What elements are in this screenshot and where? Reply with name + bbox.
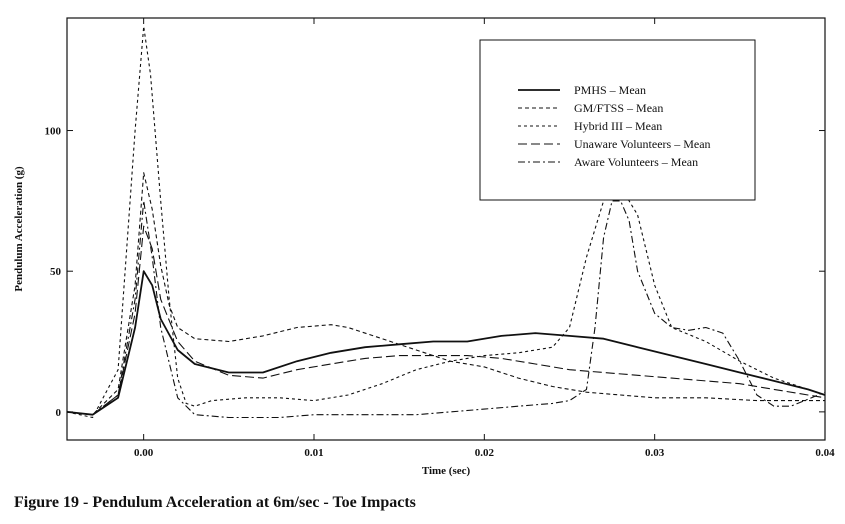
- legend-box: [479, 39, 756, 201]
- series-line-3: [66, 25, 826, 419]
- y-tick-label: 0: [56, 407, 62, 419]
- legend-label-5: Aware Volunteers – Mean: [574, 155, 698, 169]
- line-chart: 0.00 0.01 0.02 0.03 0.04 0 50 100 Time (sec) Pe…: [13, 17, 835, 477]
- legend-label-3: Hybrid III – Mean: [574, 119, 662, 133]
- legend-label-2: GM/FTSS – Mean: [574, 101, 663, 115]
- x-tick-label: 0.04: [815, 447, 835, 459]
- series-line-2: [66, 172, 825, 416]
- plot-frame: [66, 17, 826, 441]
- x-tick-label: 0.03: [645, 447, 665, 459]
- legend-label-4: Unaware Volunteers – Mean: [574, 137, 711, 151]
- series-line-4: [66, 225, 826, 416]
- y-axis-label: Pendulum Acceleration (g): [13, 166, 25, 292]
- x-tick-label: 0.01: [304, 447, 323, 459]
- legend-label-1: PMHS – Mean: [574, 83, 646, 97]
- series-line-1: [66, 270, 826, 416]
- x-tick-label: 0.02: [475, 447, 495, 459]
- y-tick-label: 100: [45, 126, 62, 138]
- x-axis-label: Time (sec): [422, 465, 471, 477]
- legend: PMHS – Mean GM/FTSS – Mean Hybrid III – Me…: [479, 39, 756, 201]
- series-line-5: [66, 200, 826, 419]
- x-tick-label: 0.00: [134, 447, 154, 459]
- y-tick-label: 50: [50, 266, 62, 278]
- figure-caption: Figure 19 - Pendulum Acceleration at 6m/…: [14, 494, 416, 511]
